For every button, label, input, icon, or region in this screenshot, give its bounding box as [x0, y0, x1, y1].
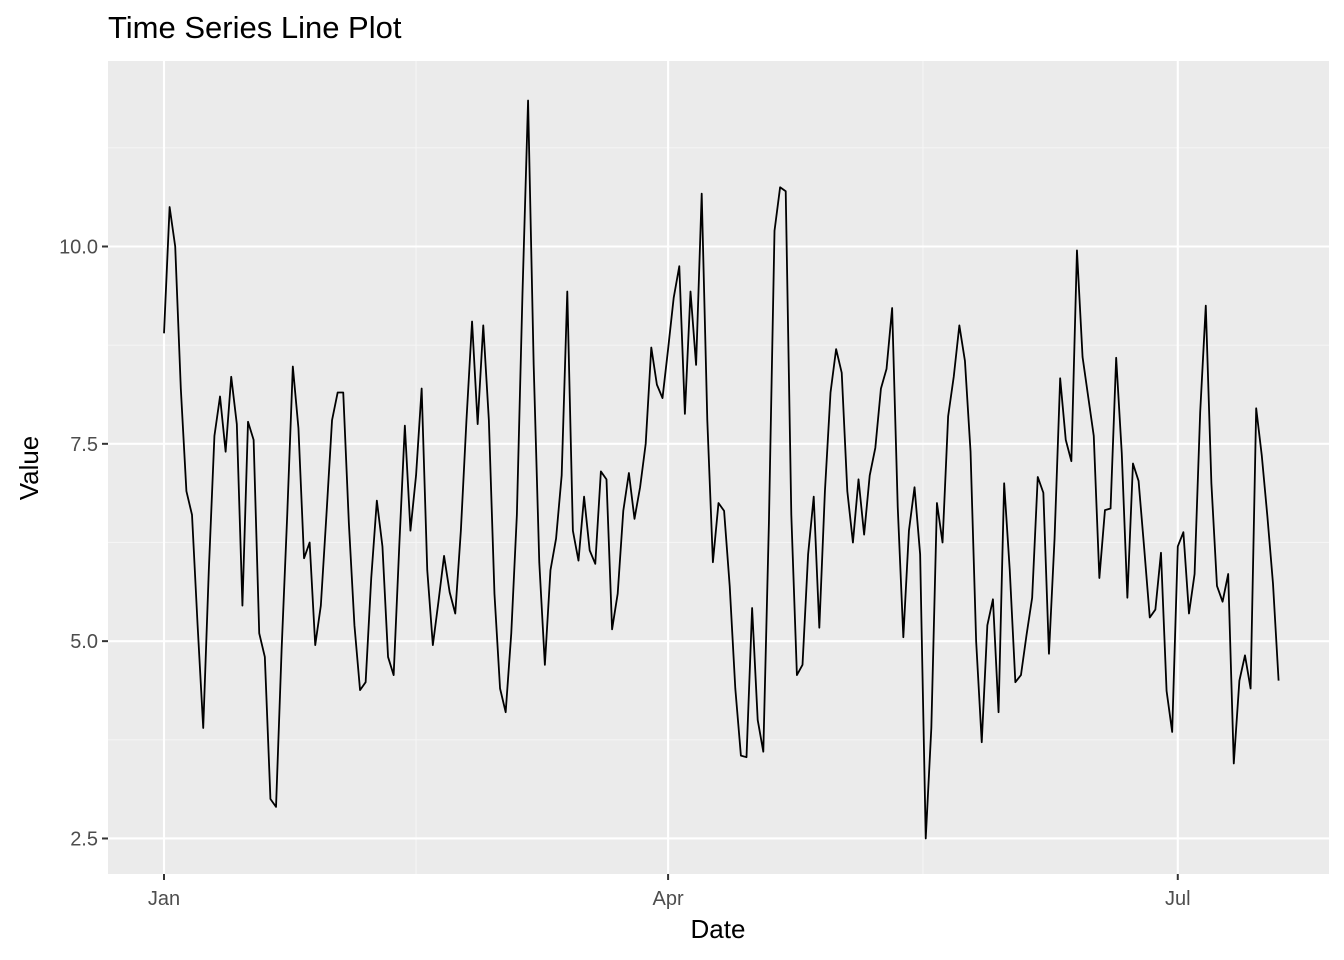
grid-major-x	[162, 61, 1179, 874]
x-tick-label: Jul	[1165, 888, 1191, 910]
x-axis-title: Date	[691, 914, 746, 944]
y-axis: 2.5 5.0 7.5 10.0	[59, 236, 108, 850]
x-axis: Jan Apr Jul	[148, 874, 1191, 910]
grid-minor-y	[108, 147, 1329, 741]
plot-panel	[108, 61, 1329, 874]
x-tick-label: Apr	[653, 888, 684, 910]
y-tick-label: 10.0	[59, 236, 98, 258]
x-tick-label: Jan	[148, 888, 180, 910]
y-tick-label: 7.5	[70, 434, 98, 456]
grid-major-y	[108, 245, 1329, 840]
y-tick-label: 5.0	[70, 631, 98, 653]
y-tick-label: 2.5	[70, 828, 98, 850]
series-line	[163, 99, 1280, 840]
series-layer	[163, 99, 1280, 840]
y-axis-title: Value	[14, 436, 44, 501]
chart-title: Time Series Line Plot	[108, 10, 402, 45]
